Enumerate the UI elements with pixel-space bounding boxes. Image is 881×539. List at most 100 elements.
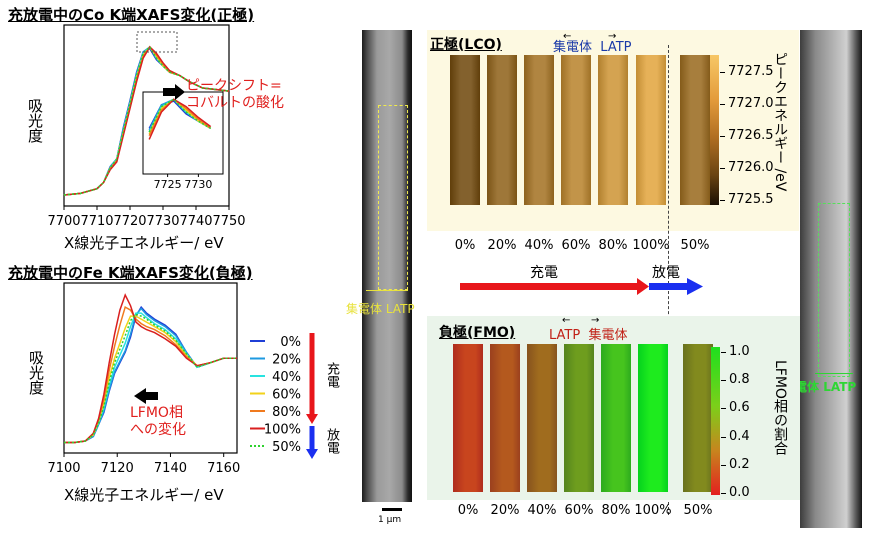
divider-dashed [668,45,669,515]
map-state-label: 100% [632,238,670,253]
fe-ylabel-text: 吸光度 [27,350,45,395]
map-strip-100% [636,55,666,205]
discharge-arrowhead-icon [687,278,703,295]
fe-panel-title: 充放電中のFe K端XAFS変化(負極) [8,264,253,282]
legend-label: 20% [272,353,301,368]
process-arrow [460,278,703,295]
co-tick-label: 7750 [212,214,245,229]
map-strip-60% [564,344,594,492]
tem-left-roi [378,105,408,290]
process-discharge-label: 放電 [652,265,680,281]
process-charge-label: 充電 [530,265,558,281]
lco-colorbar-title: ピークエネルギー /eV [772,52,788,192]
colorbar-tick-label: 0.4 [729,428,750,444]
map-strip-40% [524,55,554,205]
map-state-label: 50% [683,503,713,518]
fe-annotation: LFMO相 への変化 [130,405,186,439]
colorbar-tick-mark [720,200,725,201]
co-tick-label: 7710 [80,214,113,229]
fmo-right-arrow-icon: → [591,315,600,326]
map-strip-20% [487,55,517,205]
tem-left-width-line [366,290,408,291]
colorbar-tick-label: 1.0 [729,344,750,359]
legend-charge-label: 充電 [324,362,339,388]
fmo-label-b: 集電体 [588,328,628,343]
colorbar-tick-mark [721,408,726,410]
colorbar-tick-label: 0.8 [729,372,750,388]
map-strip-0% [453,344,483,492]
fe-annotation-line1: LFMO相 [130,405,183,421]
fe-tick-label: 7100 [47,461,80,476]
map-strip-60% [561,55,591,205]
legend-label: 0% [280,335,301,350]
fe-x-ticks: 7100 7120 7140 7160 [47,453,240,476]
fmo-colorbar-title: LFMO相の割合 [772,360,788,455]
co-panel-title: 充放電中のCo K端XAFS変化(正極) [8,6,255,24]
inset-x-ticks: 7725 7730 [154,174,212,191]
map-strip-80% [601,344,631,492]
series-line-100% [64,293,237,444]
colorbar-tick-mark [721,352,726,353]
lco-left-arrow-icon: ← [563,31,572,42]
legend-label: 60% [272,388,301,403]
co-tick-label: 7700 [47,214,80,229]
zoom-region-box [136,31,178,53]
series-line-50% [64,313,237,444]
fmo-left-arrow-icon: ← [562,315,571,326]
discharge-arrowhead-icon [306,449,318,459]
lco-colorbar [710,55,719,205]
fmo-colorbar [711,347,720,495]
colorbar-tick-mark [720,168,725,169]
map-state-label: 100% [634,503,672,518]
tem-image-right [800,30,862,528]
fmo-label-a: LATP [549,328,581,343]
fe-tick-label: 7140 [154,461,187,476]
inset-tick-label: 7730 [184,178,212,191]
map-strip-80% [598,55,628,205]
colorbar-tick-label: 7726.0 [728,160,774,175]
fe-tick-label: 7120 [101,461,134,476]
lco-label-a: 集電体 [553,40,593,55]
map-state-label: 0% [454,238,476,253]
colorbar-tick-mark [721,464,726,466]
fmo-title: 負極(FMO) [439,325,516,341]
lco-label-b: LATP [600,40,632,55]
charge-arrowhead-icon [637,278,649,295]
map-state-label: 20% [487,238,517,253]
fe-ylabel: 吸光度 [26,350,46,399]
tem-image-left [362,30,412,502]
map-state-label: 60% [561,238,591,253]
spectra-area: 7700 7710 7720 7730 7740 7750 7725 7730 7100 71… [47,24,318,476]
colorbar-tick-mark [721,436,726,438]
scalebar [382,508,402,511]
map-strip-100% [638,344,668,492]
left-arrow-icon [134,388,158,404]
co-xlabel: X線光子エネルギー/ eV [64,234,224,252]
co-ylabel-text: 吸光度 [26,98,44,143]
legend-label: 40% [272,370,301,385]
map-state-label: 50% [680,238,710,253]
co-tick-label: 7730 [146,214,179,229]
lco-edge-labels: 集電体 LATP [553,36,632,55]
fe-series-group [64,293,237,444]
colorbar-tick-mark [720,72,725,73]
right-arrow-icon [163,84,185,100]
co-annotation-line2: コバルトの酸化 [186,95,284,111]
colorbar-tick-label: 7727.0 [728,96,774,111]
map-strip-50% [680,55,710,205]
colorbar-tick-mark [720,104,725,105]
legend: 0% 20% 40% 60% 80% 100% 50% [250,335,301,455]
fe-annotation-line2: への変化 [130,422,186,438]
inset-series-group [148,98,212,140]
map-state-label: 40% [527,503,557,518]
series-line-80% [148,98,212,137]
discharge-bar [649,283,689,290]
map-state-label: 40% [524,238,554,253]
map-strip-50% [683,344,713,492]
colorbar-tick-label: 7725.5 [728,192,774,207]
tem-right-label-b: LATP [823,380,857,394]
legend-label: 50% [272,440,301,455]
tem-left-label-a: 集電体 [346,302,383,316]
charge-bar [460,283,640,290]
co-tick-label: 7740 [179,214,212,229]
